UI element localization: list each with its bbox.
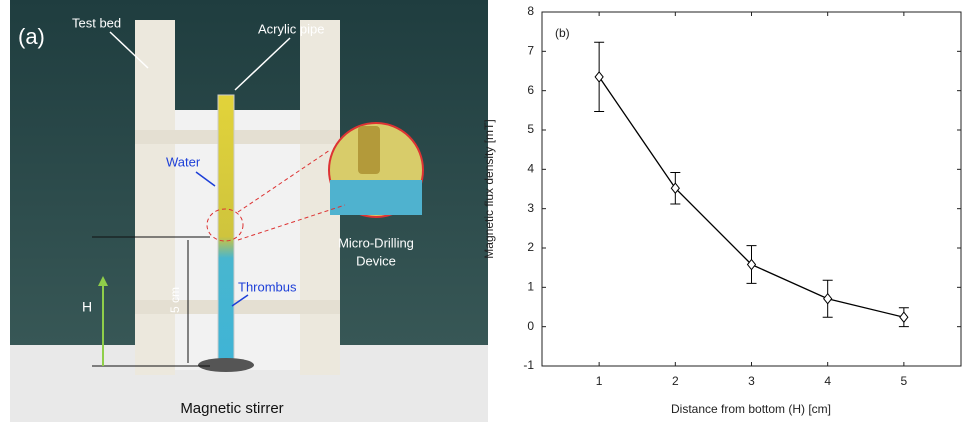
label: Test bed [72,15,121,30]
label: Device [356,253,396,268]
y-tick-label: 6 [527,83,534,97]
y-tick-label: 7 [527,44,534,58]
y-tick-label: 0 [527,319,534,333]
photo: (a) Test bed Acrylic pipe Water Micro-Dr… [10,0,488,422]
x-tick-label: 4 [824,374,831,388]
panel-label: (b) [555,26,570,40]
y-tick-label: -1 [523,358,534,372]
marker [899,311,909,324]
label: Thrombus [238,279,297,294]
label: Micro-Drilling [338,235,414,250]
chart: (b) Distance from bottom (H) [cm] Magnet… [482,4,962,416]
label: Acrylic pipe [258,21,324,36]
x-tick-label: 5 [901,374,908,388]
y-axis-label: Magnetic flux density [mT] [482,119,496,258]
y-tick-label: 8 [527,4,534,18]
marker [823,292,833,305]
x-tick-label: 2 [672,374,679,388]
marker [594,71,604,83]
marker [670,182,680,195]
label: H [82,299,92,315]
label: 5 cm [168,287,182,313]
label: Magnetic stirrer [180,400,283,417]
marker [746,258,757,271]
y-tick-label: 2 [527,240,534,254]
x-tick-label: 3 [748,374,755,388]
y-tick-label: 4 [527,162,534,176]
y-tick-label: 5 [527,122,534,136]
x-tick-label: 1 [596,374,603,388]
x-axis-label: Distance from bottom (H) [cm] [671,402,831,416]
y-tick-label: 1 [527,280,534,294]
panel-label: (a) [18,24,45,49]
label: Water [166,154,201,169]
plot-frame [541,11,962,367]
y-tick-label: 3 [527,201,534,215]
